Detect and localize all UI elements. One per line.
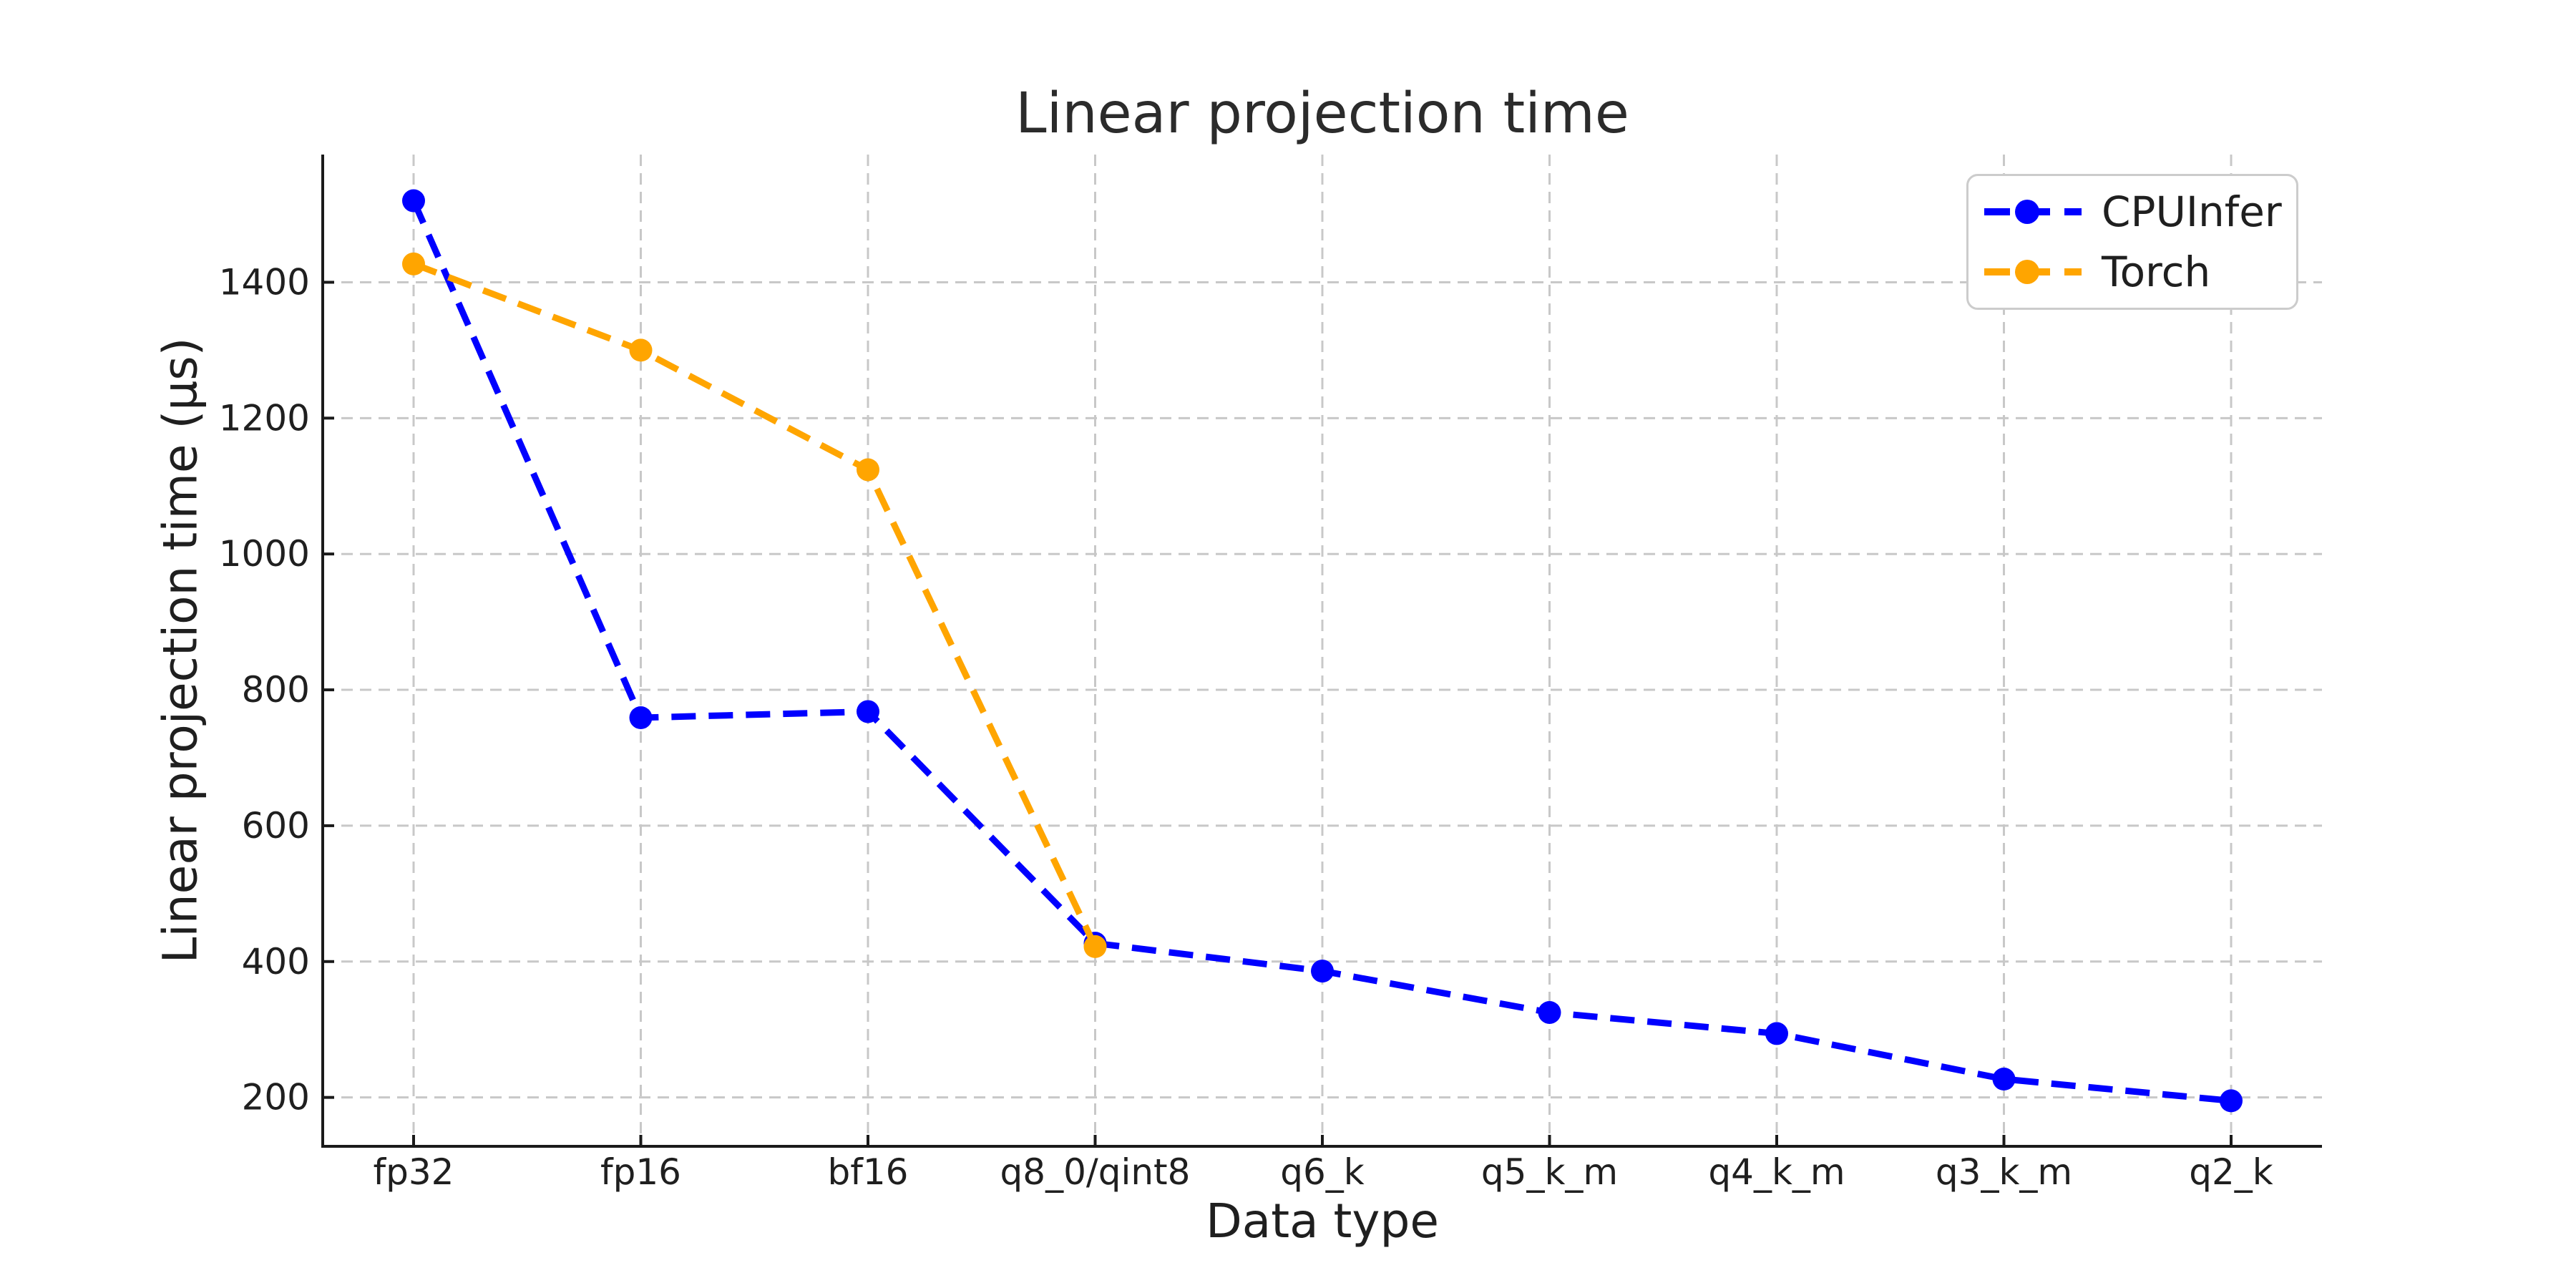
- data-point-cpuinfer-bf16: [857, 700, 879, 723]
- x-tick-label: q4_k_m: [1708, 1151, 1845, 1193]
- y-tick-label: 1200: [219, 397, 310, 439]
- y-tick-label: 1400: [219, 261, 310, 303]
- x-tick-label: q6_k: [1280, 1151, 1365, 1193]
- x-tick-label: fp16: [600, 1151, 681, 1193]
- y-tick-label: 400: [242, 941, 310, 982]
- data-point-cpuinfer-q5-k-m: [1538, 1000, 1561, 1024]
- x-tick-label: q5_k_m: [1481, 1151, 1618, 1193]
- y-tick-label: 800: [242, 669, 310, 711]
- legend-label: Torch: [2102, 248, 2211, 296]
- x-tick-label: q3_k_m: [1936, 1151, 2072, 1193]
- data-point-torch-q8-0-qint8: [1083, 935, 1107, 958]
- x-tick-label: q2_k: [2189, 1151, 2273, 1193]
- data-point-torch-fp32: [402, 252, 425, 275]
- legend-item-cpuinfer: CPUInfer: [1983, 187, 2296, 236]
- data-point-cpuinfer-q6-k: [1311, 960, 1334, 983]
- legend: CPUInfer Torch: [1966, 174, 2298, 310]
- legend-label: CPUInfer: [2102, 187, 2282, 236]
- legend-item-torch: Torch: [1983, 248, 2296, 296]
- y-tick-label: 200: [242, 1077, 310, 1118]
- legend-marker-torch: [1984, 260, 2082, 284]
- legend-marker-cpuinfer: [1984, 200, 2082, 224]
- x-tick-label: q8_0/qint8: [1000, 1151, 1191, 1193]
- series-line-torch: [412, 260, 1098, 948]
- chart-title: Linear projection time: [1015, 82, 1629, 146]
- data-point-cpuinfer-fp16: [629, 706, 653, 729]
- x-axis-label: Data type: [1205, 1194, 1439, 1249]
- x-tick-label: fp32: [374, 1151, 454, 1193]
- data-point-cpuinfer-fp32: [402, 189, 425, 213]
- data-point-cpuinfer-q3-k-m: [1992, 1068, 2016, 1091]
- y-tick-label: 1000: [219, 533, 310, 575]
- x-tick-label: bf16: [828, 1151, 909, 1193]
- data-point-cpuinfer-q2-k: [2220, 1089, 2243, 1113]
- y-tick-label: 600: [242, 805, 310, 847]
- data-point-torch-fp16: [629, 338, 653, 362]
- data-point-cpuinfer-q4-k-m: [1765, 1022, 1788, 1045]
- data-point-torch-bf16: [857, 458, 879, 482]
